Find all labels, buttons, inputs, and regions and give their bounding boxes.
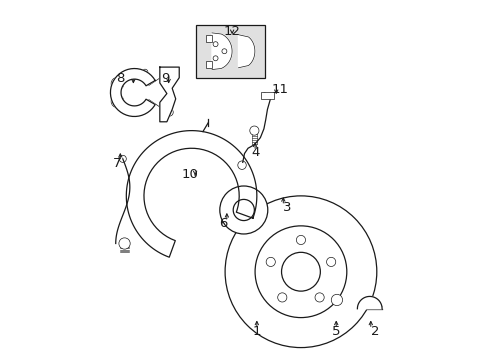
Circle shape [224,196,376,348]
Text: 12: 12 [223,25,240,38]
Circle shape [249,126,259,135]
Text: 8: 8 [116,72,124,85]
Circle shape [222,49,226,54]
Polygon shape [238,35,254,68]
Circle shape [164,70,172,78]
Text: 2: 2 [370,325,379,338]
Polygon shape [160,67,179,122]
Polygon shape [212,33,232,69]
Circle shape [111,95,123,108]
Circle shape [296,235,305,244]
Circle shape [255,226,346,318]
Circle shape [326,257,335,266]
Text: 6: 6 [219,217,227,230]
Circle shape [165,108,173,116]
Text: 5: 5 [331,325,340,338]
Circle shape [281,252,320,291]
Text: 9: 9 [161,72,169,85]
Bar [205,35,212,42]
Circle shape [237,161,246,170]
Circle shape [262,93,266,98]
Circle shape [314,293,324,302]
Circle shape [277,293,286,302]
Polygon shape [357,296,381,309]
Bar [205,60,212,68]
Circle shape [119,155,126,162]
Text: 11: 11 [271,83,288,96]
Text: 3: 3 [282,201,290,214]
Polygon shape [126,131,256,257]
Circle shape [219,186,267,234]
Circle shape [142,69,147,75]
Text: 4: 4 [250,147,259,159]
Circle shape [213,56,218,61]
Text: 10: 10 [181,168,198,181]
Circle shape [233,199,254,221]
Circle shape [330,294,342,306]
Bar [261,92,273,99]
Text: 7: 7 [112,157,121,170]
Circle shape [265,257,275,266]
Circle shape [213,42,218,47]
Circle shape [111,77,123,90]
Bar [196,25,264,78]
Text: 1: 1 [252,325,261,338]
Circle shape [119,238,130,249]
Polygon shape [110,68,155,117]
